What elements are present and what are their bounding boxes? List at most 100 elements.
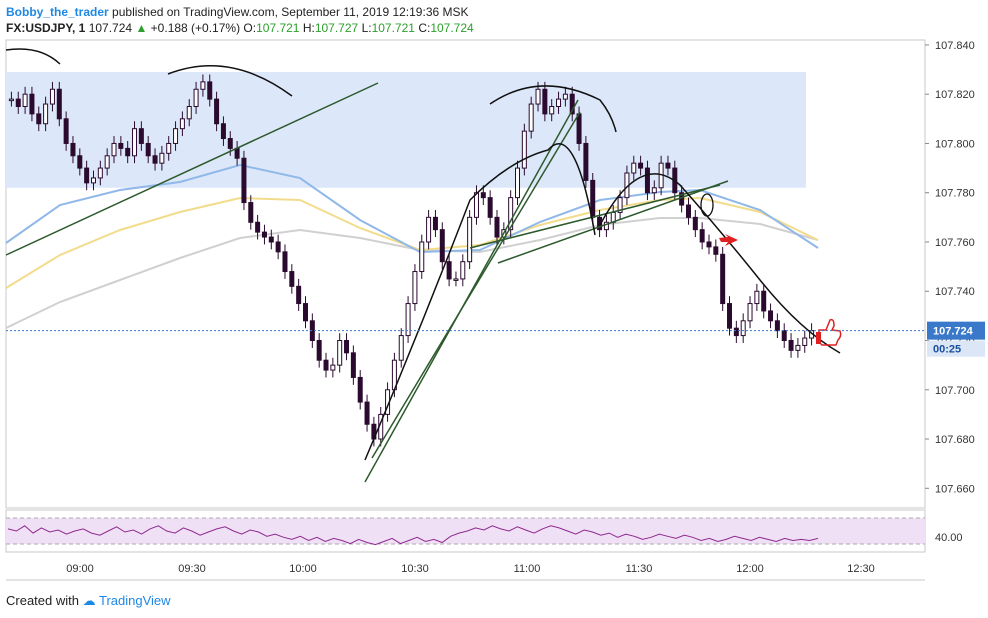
trendline — [371, 111, 581, 459]
candle-body — [179, 118, 185, 130]
thumbs-up-cuff — [816, 332, 821, 344]
candle-body — [248, 202, 254, 223]
candle-body — [104, 155, 110, 169]
candle-body — [49, 88, 55, 105]
tradingview-brand[interactable]: TradingView — [99, 593, 171, 608]
candle-body — [398, 335, 404, 361]
high-value: 107.727 — [314, 21, 359, 35]
chart-grid — [5, 39, 926, 581]
candle-body — [562, 93, 568, 100]
tradingview-logo-icon: ☁ — [82, 593, 96, 608]
candle-body — [159, 152, 165, 164]
main-pane-border — [5, 39, 926, 509]
candle-body — [761, 290, 767, 312]
candle-body — [125, 147, 131, 157]
price-chart[interactable]: 40.00 107.840 107.820 107.800 107.780 107.76… — [0, 0, 988, 590]
symbol-label: FX:USDJPY, 1 — [6, 21, 86, 35]
candle-body — [460, 261, 466, 280]
candle-body — [97, 167, 103, 179]
candle-body — [747, 303, 753, 322]
x-tick-label: 09:00 — [66, 563, 94, 575]
candle-body — [43, 103, 49, 125]
candle-body — [781, 330, 787, 342]
candle-body — [651, 187, 657, 194]
drawn-curve — [489, 85, 617, 133]
candle-body — [111, 142, 117, 157]
candle-body — [200, 81, 206, 90]
last-price: 107.724 — [88, 21, 133, 35]
candle-body — [186, 106, 192, 120]
drawn-curve — [5, 48, 61, 65]
candle-body — [132, 128, 138, 157]
candle-body — [173, 128, 179, 144]
candle-body — [535, 88, 541, 105]
candle-body — [36, 113, 42, 125]
y-tick-label: 107.840 — [935, 40, 975, 52]
author-link[interactable]: Bobby_the_trader — [6, 5, 109, 19]
candle-body — [733, 327, 739, 337]
candle-body — [261, 231, 267, 238]
candle-body — [692, 216, 698, 231]
candle-body — [166, 142, 172, 154]
candle-body — [316, 340, 322, 361]
candle-body — [494, 216, 500, 238]
drawn-curve — [167, 65, 293, 97]
candle-body — [337, 340, 343, 366]
candle-body — [220, 123, 226, 140]
highlight-circle — [700, 193, 714, 217]
y-tick-label: 107.820 — [935, 89, 975, 101]
candle-body — [412, 271, 418, 305]
candle-body — [644, 167, 650, 194]
candle-body — [138, 128, 144, 144]
candle-body — [193, 88, 199, 108]
candle-body — [344, 340, 350, 354]
candle-body — [15, 98, 21, 108]
rsi-pane: 40.00 — [6, 517, 963, 546]
moving-average-line — [5, 217, 819, 329]
candle-body — [439, 229, 445, 263]
x-tick-label: 12:00 — [736, 563, 764, 575]
candle-body — [576, 113, 582, 144]
candle-body — [727, 303, 733, 329]
low-label: L: — [361, 21, 372, 35]
candle-body — [364, 401, 370, 425]
candle-body — [426, 216, 432, 243]
open-value: 107.721 — [256, 21, 300, 35]
candle-body — [487, 197, 493, 218]
moving-averages — [5, 163, 819, 329]
candle-body — [241, 157, 247, 204]
candle-body — [8, 98, 14, 102]
candle-body — [699, 229, 705, 243]
candle-body — [774, 320, 780, 332]
candle-body — [638, 162, 644, 169]
candle-body — [56, 88, 62, 120]
candle-body — [467, 216, 473, 263]
x-tick-label: 10:00 — [289, 563, 317, 575]
candle-body — [768, 310, 774, 322]
candle-body — [542, 88, 548, 115]
candle-body — [289, 271, 295, 287]
x-tick-label: 11:00 — [514, 563, 541, 575]
candle-body — [720, 253, 726, 305]
candle-body — [275, 241, 281, 253]
candle-body — [603, 221, 609, 231]
y-tick-label: 107.660 — [935, 483, 975, 495]
trendline — [364, 99, 579, 483]
open-label: O: — [243, 21, 257, 35]
footer: Created with ☁ TradingView — [6, 593, 171, 609]
candle-body — [665, 162, 671, 169]
chart-header: Bobby_the_trader published on TradingVie… — [6, 4, 906, 36]
candle-body — [617, 197, 623, 213]
time-axis[interactable]: 09:00 09:30 10:00 10:30 11:00 11:30 12:00 12:30 — [66, 563, 875, 575]
y-tick-label: 107.780 — [935, 188, 975, 200]
price-axis[interactable]: 107.840 107.820 107.800 107.780 107.760 107.7… — [925, 40, 975, 495]
candle-body — [29, 93, 35, 115]
candle-body — [569, 93, 575, 115]
red-arrow-icon — [719, 234, 738, 246]
candle-body — [152, 155, 158, 164]
candle-body — [323, 359, 329, 371]
drawn-curve — [599, 173, 841, 354]
candle-body — [405, 303, 411, 337]
candle-body — [145, 142, 151, 157]
candle-body — [473, 192, 479, 218]
